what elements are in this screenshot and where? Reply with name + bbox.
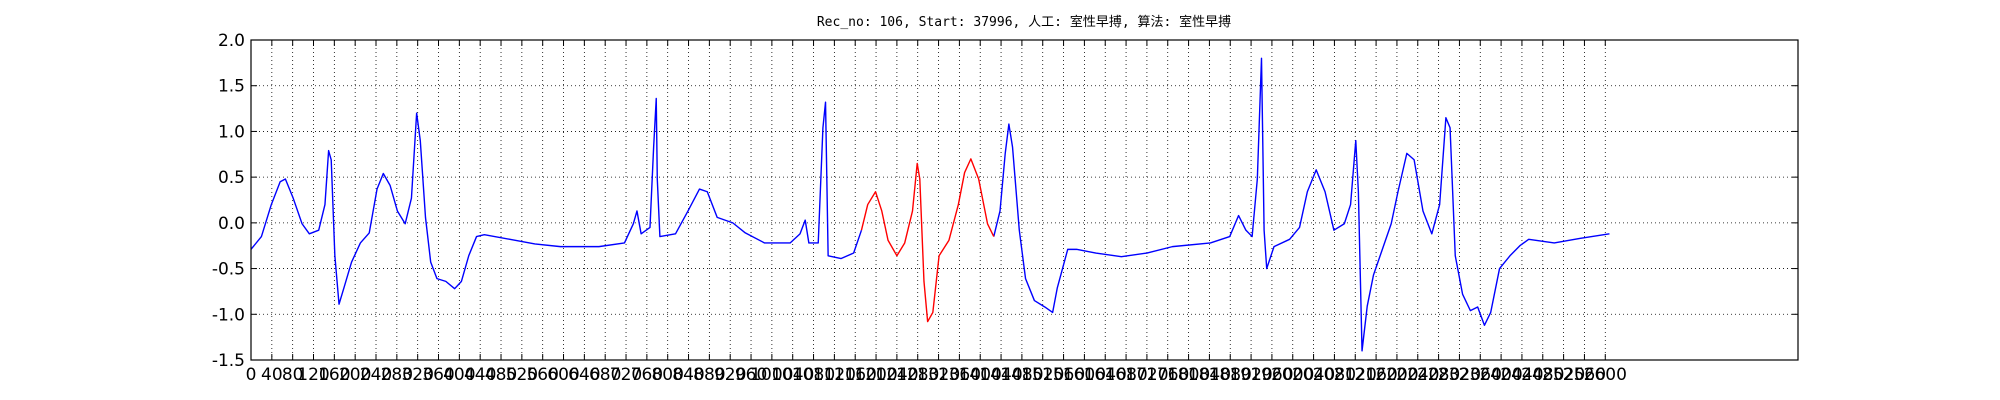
x-tick-label: 2120 xyxy=(1334,365,1377,385)
x-tick-label: 360 xyxy=(422,365,454,385)
x-tick-label: 40 xyxy=(261,365,283,385)
x-tick-label: 2480 xyxy=(1521,365,1564,385)
x-tick-label: 560 xyxy=(526,365,558,385)
x-tick-label: 1200 xyxy=(854,365,897,385)
x-tick-label: 320 xyxy=(401,365,433,385)
x-tick-label: 1680 xyxy=(1104,365,1147,385)
x-tick-label: 1600 xyxy=(1063,365,1106,385)
x-tick-label: 1800 xyxy=(1167,365,1210,385)
x-tick-label: 2440 xyxy=(1500,365,1543,385)
x-tick-label: 760 xyxy=(631,365,663,385)
x-tick-label: 720 xyxy=(610,365,642,385)
y-tick-label: -1.5 xyxy=(212,351,245,371)
x-tick-label: 1840 xyxy=(1188,365,1231,385)
x-tick-label: 920 xyxy=(714,365,746,385)
x-tick-label: 120 xyxy=(297,365,329,385)
x-tick-label: 2520 xyxy=(1542,365,1585,385)
x-tick-label: 1640 xyxy=(1084,365,1127,385)
x-tick-label: 680 xyxy=(589,365,621,385)
series-line xyxy=(860,158,995,323)
x-tick-label: 960 xyxy=(735,365,767,385)
x-tick-label: 1120 xyxy=(813,365,856,385)
x-tick-label: 1080 xyxy=(792,365,835,385)
x-tick-label: 1920 xyxy=(1229,365,1272,385)
x-tick-label: 1560 xyxy=(1042,365,1085,385)
x-tick-label: 2360 xyxy=(1459,365,1502,385)
y-tick-label: -1.0 xyxy=(212,305,245,325)
plot-frame xyxy=(250,39,1799,361)
x-tick-label: 1760 xyxy=(1146,365,1189,385)
x-tick-label: 80 xyxy=(282,365,304,385)
x-tick-label: 1720 xyxy=(1125,365,1168,385)
x-tick-label: 1000 xyxy=(750,365,793,385)
x-tick-label: 2400 xyxy=(1479,365,1522,385)
x-tick-label: 240 xyxy=(360,365,392,385)
x-tick-label: 1160 xyxy=(834,365,877,385)
x-tick-label: 1520 xyxy=(1021,365,1064,385)
x-tick-label: 520 xyxy=(506,365,538,385)
x-tick-label: 800 xyxy=(651,365,683,385)
x-tick-label: 160 xyxy=(318,365,350,385)
x-tick-label: 2240 xyxy=(1396,365,1439,385)
x-tick-label: 2560 xyxy=(1563,365,1606,385)
x-tick-label: 1320 xyxy=(917,365,960,385)
x-tick-label: 600 xyxy=(547,365,579,385)
x-tick-label: 0 xyxy=(246,365,257,385)
x-tick-label: 2280 xyxy=(1417,365,1460,385)
x-tick-label: 400 xyxy=(443,365,475,385)
y-tick-label: 0.0 xyxy=(218,214,245,234)
x-tick-label: 2600 xyxy=(1584,365,1627,385)
x-tick-label: 1040 xyxy=(771,365,814,385)
x-tick-label: 2200 xyxy=(1375,365,1418,385)
y-tick-label: 1.0 xyxy=(218,122,245,142)
x-tick-label: 2160 xyxy=(1354,365,1397,385)
y-tick-label: -0.5 xyxy=(212,260,245,280)
x-tick-label: 1400 xyxy=(959,365,1002,385)
x-tick-label: 1280 xyxy=(896,365,939,385)
x-tick-label: 1880 xyxy=(1209,365,1252,385)
x-tick-label: 640 xyxy=(568,365,600,385)
y-tick-label: 1.5 xyxy=(218,77,245,97)
x-tick-label: 1240 xyxy=(875,365,918,385)
x-tick-label: 1960 xyxy=(1250,365,1293,385)
x-tick-label: 200 xyxy=(339,365,371,385)
y-tick-label: 2.0 xyxy=(218,31,245,51)
x-tick-label: 1480 xyxy=(1000,365,1043,385)
x-tick-label: 2040 xyxy=(1292,365,1335,385)
series-line xyxy=(250,57,1610,352)
x-tick-label: 2000 xyxy=(1271,365,1314,385)
x-tick-label: 880 xyxy=(693,365,725,385)
x-tick-label: 280 xyxy=(381,365,413,385)
y-tick-label: 0.5 xyxy=(218,168,245,188)
x-tick-label: 1440 xyxy=(979,365,1022,385)
x-tick-label: 840 xyxy=(672,365,704,385)
x-tick-label: 1360 xyxy=(938,365,981,385)
x-tick-label: 2080 xyxy=(1313,365,1356,385)
x-tick-label: 440 xyxy=(464,365,496,385)
x-tick-label: 480 xyxy=(485,365,517,385)
x-tick-label: 2320 xyxy=(1438,365,1481,385)
chart-title: Rec_no: 106, Start: 37996, 人工: 室性早搏, 算法:… xyxy=(817,14,1231,30)
